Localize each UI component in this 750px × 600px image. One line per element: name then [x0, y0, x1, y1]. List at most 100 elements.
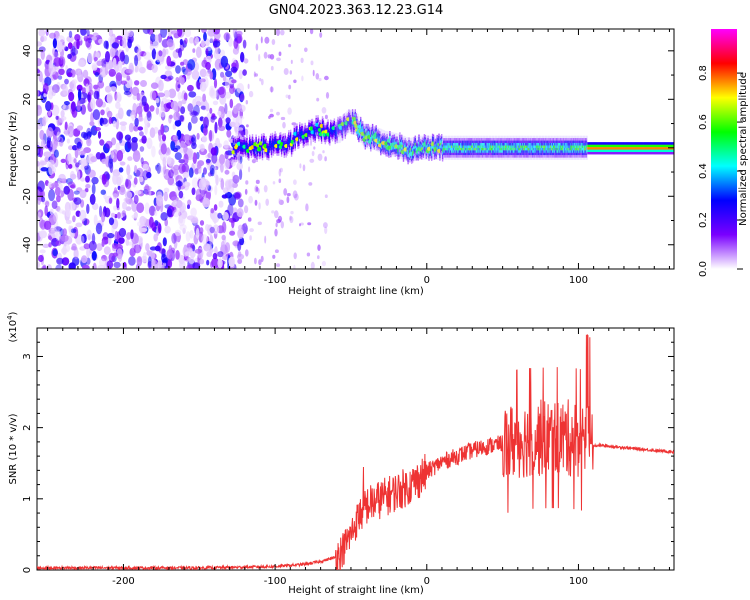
- spectrogram-cell: [166, 156, 172, 165]
- spectrogram-cell: [403, 139, 406, 143]
- spectrogram-cell: [576, 155, 578, 158]
- spectrogram-cell: [563, 138, 565, 141]
- spectrogram-cell: [113, 205, 118, 211]
- spectrogram-cell: [577, 138, 579, 141]
- spectrogram-cell: [389, 131, 391, 134]
- spectrogram-cell: [381, 145, 384, 148]
- spectrogram-cell: [545, 143, 548, 146]
- spectrogram-cell: [609, 144, 611, 148]
- spectrogram-cell: [371, 128, 374, 132]
- spectrogram-cell: [300, 57, 304, 63]
- spectrogram-cell: [46, 126, 54, 138]
- spectrogram-cell: [531, 152, 533, 156]
- spectrogram-cell: [422, 148, 425, 151]
- spectrogram-cell: [426, 154, 428, 158]
- spectrogram-cell: [532, 147, 534, 151]
- spectrogram-cell: [531, 140, 533, 143]
- spectrogram-cell: [486, 155, 488, 158]
- spectrogram-cell: [618, 151, 620, 155]
- spectrogram-cell: [326, 138, 328, 142]
- spectrogram-cell: [573, 140, 575, 143]
- spectrogram-cell: [206, 251, 213, 258]
- spectrogram-cell: [354, 111, 356, 115]
- spectrogram-cell: [290, 151, 293, 155]
- spectrogram-cell: [361, 138, 363, 142]
- spectrogram-cell: [570, 152, 572, 156]
- spectrogram-cell: [467, 155, 469, 158]
- spectrogram-cell: [490, 152, 492, 156]
- spectrogram-cell: [544, 145, 547, 148]
- spectrogram-cell: [615, 142, 618, 145]
- spectrogram-cell: [156, 162, 161, 175]
- spectrogram-cell: [494, 145, 497, 148]
- spectrogram-cell: [494, 143, 497, 146]
- spectrogram-cell: [531, 145, 533, 148]
- spectrogram-cell: [203, 72, 212, 77]
- spectrogram-cell: [467, 145, 469, 148]
- spectrogram-cell: [42, 116, 47, 127]
- spectrogram-cell: [385, 144, 387, 147]
- spectrogram-cell: [416, 154, 418, 158]
- spectrogram-cell: [482, 155, 485, 158]
- spectrogram-cell: [473, 152, 476, 156]
- spectrogram-cell: [332, 137, 335, 140]
- spectrogram-cell: [393, 144, 396, 147]
- spectrogram-cell: [244, 137, 246, 140]
- spectrogram-cell: [488, 143, 490, 146]
- spectrogram-cell: [174, 119, 182, 127]
- spectrogram-cell: [238, 69, 243, 80]
- spectrogram-cell: [394, 137, 396, 140]
- spectrogram-cell: [248, 90, 254, 98]
- spectrogram-cell: [430, 138, 432, 142]
- spectrogram-cell: [433, 140, 436, 143]
- spectrogram-cell: [118, 227, 127, 238]
- spectrogram-cell: [411, 149, 413, 152]
- spectrogram-cell: [522, 143, 524, 146]
- spectrogram-cell: [194, 36, 200, 45]
- spectrogram-cell: [469, 138, 471, 141]
- spectrogram-cell: [267, 157, 269, 161]
- spectrogram-cell: [501, 143, 503, 146]
- spectrogram-cell: [387, 151, 389, 155]
- spectrogram-cell: [405, 142, 407, 145]
- spectrogram-cell: [459, 147, 461, 151]
- spectrogram-cell: [266, 142, 268, 146]
- spectrogram-cell: [315, 127, 317, 130]
- spectrogram-cell: [355, 113, 357, 116]
- spectrogram-cell: [561, 140, 563, 143]
- spectrogram-cell: [450, 150, 452, 153]
- spectrogram-cell: [130, 109, 136, 115]
- spectrogram-cell: [613, 151, 616, 155]
- spectrogram-cell: [245, 143, 247, 146]
- spectrogram-cell: [606, 149, 609, 152]
- spectrogram-cell: [239, 134, 241, 137]
- spectrogram-cell: [506, 145, 508, 148]
- spectrogram-cell: [378, 147, 380, 151]
- spectrogram-cell: [431, 148, 434, 151]
- spectrogram-cell: [294, 148, 296, 151]
- spectrogram-cell: [38, 217, 44, 229]
- spectrogram-cell: [380, 150, 382, 153]
- spectrogram-cell: [564, 140, 567, 143]
- spectrogram-cell: [259, 151, 261, 155]
- spectrogram-cell: [553, 145, 556, 148]
- spectrogram-cell: [265, 138, 267, 142]
- spectrogram-cell: [322, 122, 325, 126]
- spectrogram-cell: [189, 229, 194, 239]
- spectrogram-cell: [175, 77, 180, 82]
- spectrogram-cell: [38, 71, 43, 83]
- spectrogram-cell: [301, 75, 304, 82]
- spectrogram-cell: [174, 145, 181, 150]
- spectrogram-cell: [386, 133, 388, 137]
- spectrogram-cell: [235, 150, 237, 153]
- spectrogram-cell: [291, 147, 294, 150]
- spectrogram-cell: [522, 150, 525, 153]
- spectrogram-cell: [370, 132, 372, 135]
- spectrogram-cell: [417, 150, 419, 154]
- spectrogram-cell: [101, 158, 108, 164]
- spectrogram-cell: [237, 228, 245, 239]
- spectrogram-cell: [336, 140, 338, 143]
- spectrogram-cell: [537, 145, 539, 148]
- spectrogram-cell: [286, 153, 288, 156]
- spectrogram-cell: [317, 132, 319, 135]
